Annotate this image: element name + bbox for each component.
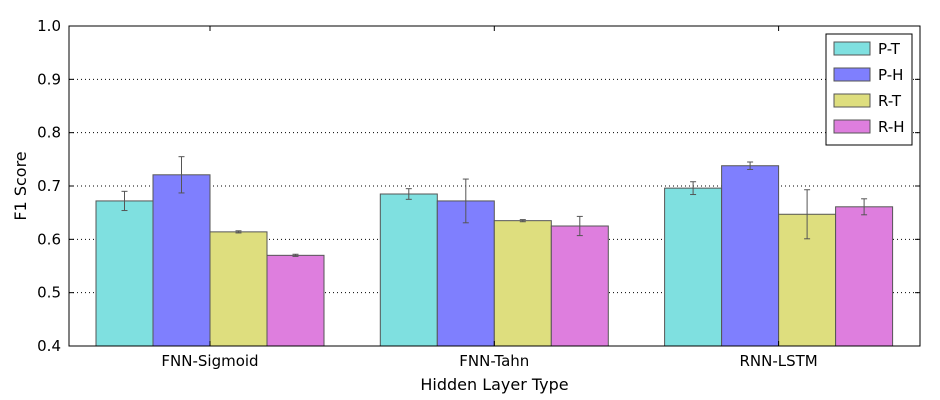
- y-tick-label: 0.4: [37, 337, 61, 355]
- y-tick-label: 0.6: [37, 230, 61, 248]
- legend-swatch-p-h: [833, 67, 871, 82]
- legend-label-r-t: R-T: [878, 92, 902, 110]
- bar-p-t-fnn-tahn: [379, 193, 438, 347]
- y-axis-label: F1 Score: [11, 151, 30, 220]
- bar-p-t-fnn-sigmoid: [95, 200, 154, 347]
- axis-ticks: 0.4 0.5 0.6 0.7 0.8 0.9 1.0 FNN-Sigmoid FNN-Tahn…: [37, 17, 920, 370]
- bar-r-t-fnn-tahn: [493, 220, 552, 347]
- bars: [95, 165, 894, 347]
- y-tick-label: 0.5: [37, 284, 61, 302]
- y-tick-label: 1.0: [37, 17, 61, 35]
- y-tick-label: 0.9: [37, 70, 61, 88]
- bar-r-h-fnn-tahn: [550, 225, 609, 347]
- bar-r-h-rnn-lstm: [835, 206, 894, 347]
- bar-p-h-fnn-tahn: [436, 200, 495, 347]
- error-bars: [121, 156, 868, 257]
- bar-p-h-rnn-lstm: [721, 165, 780, 347]
- bar-p-t-rnn-lstm: [664, 187, 723, 347]
- legend: P-T P-H R-T R-H: [825, 33, 913, 146]
- legend-label-p-h: P-H: [878, 66, 903, 84]
- x-tick-label: RNN-LSTM: [739, 352, 817, 370]
- x-axis-label: Hidden Layer Type: [420, 375, 568, 394]
- y-tick-label: 0.8: [37, 124, 61, 142]
- y-tick-label: 0.7: [37, 177, 61, 195]
- bar-r-h-fnn-sigmoid: [266, 254, 325, 347]
- bar-p-h-fnn-sigmoid: [152, 174, 211, 347]
- legend-swatch-r-h: [833, 119, 871, 134]
- legend-label-p-t: P-T: [878, 40, 901, 58]
- legend-label-r-h: R-H: [878, 118, 905, 136]
- legend-swatch-p-t: [833, 41, 871, 56]
- bar-r-t-fnn-sigmoid: [209, 231, 268, 347]
- x-tick-label: FNN-Tahn: [459, 352, 529, 370]
- legend-swatch-r-t: [833, 93, 871, 108]
- x-tick-label: FNN-Sigmoid: [161, 352, 258, 370]
